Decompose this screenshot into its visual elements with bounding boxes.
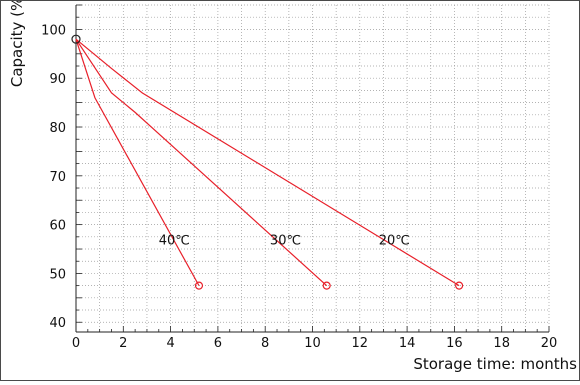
x-tick-label: 0 (72, 336, 80, 351)
x-tick-label: 10 (304, 336, 321, 351)
x-tick-label: 12 (352, 336, 369, 351)
series-end-marker-1 (322, 281, 331, 290)
series-lines (71, 34, 464, 290)
series-line-2 (75, 38, 460, 287)
labels: Storage time: months Capacity (%) 0 2 4 6 8 1… (8, 0, 577, 373)
x-tick-label: 2 (119, 336, 127, 351)
series-label: 40℃ (159, 233, 190, 248)
x-tick-label: 20 (541, 336, 558, 351)
x-axis-title: Storage time: months (413, 355, 577, 373)
y-tick-label: 40 (49, 316, 66, 331)
y-tick-label: 100 (41, 23, 66, 38)
x-tick-label: 6 (214, 336, 222, 351)
y-tick-label: 50 (49, 267, 66, 282)
x-tick-label: 14 (399, 336, 416, 351)
y-tick-label: 60 (49, 219, 66, 234)
y-tick-label: 90 (49, 72, 66, 87)
x-tick-label: 4 (166, 336, 174, 351)
x-tick-label: 16 (446, 336, 463, 351)
series-label: 20℃ (379, 233, 410, 248)
start-point-marker (71, 34, 81, 44)
x-tick-label: 8 (261, 336, 269, 351)
y-axis-title: Capacity (%) (8, 1, 26, 87)
y-tick-label: 80 (49, 121, 66, 136)
series-label: 30℃ (270, 233, 301, 248)
axes (75, 4, 550, 333)
series-end-marker-2 (455, 281, 464, 290)
y-tick-label: 70 (49, 170, 66, 185)
series-line-0 (75, 38, 200, 286)
series-end-marker-0 (194, 281, 204, 290)
series-line-1 (75, 38, 328, 287)
x-tick-label: 18 (493, 336, 510, 351)
grid (75, 4, 550, 332)
